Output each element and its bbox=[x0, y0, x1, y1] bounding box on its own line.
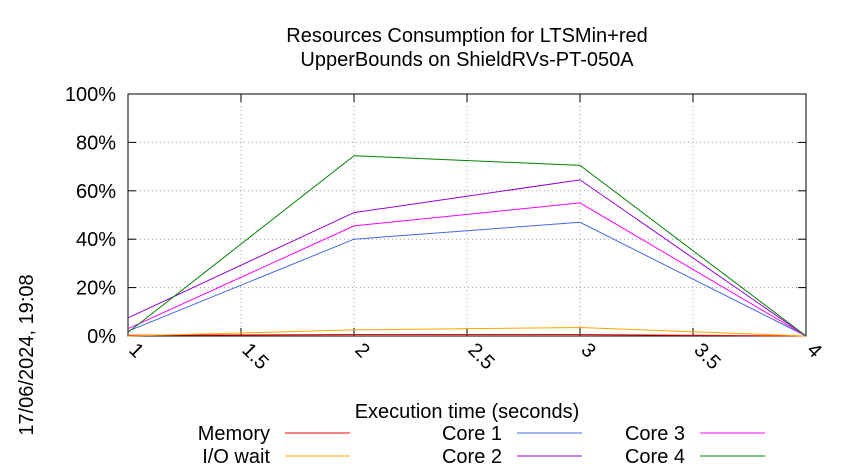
series-line-core-3 bbox=[127, 202, 807, 337]
x-tick-label: 3.5 bbox=[689, 339, 724, 374]
x-tick-label: 1.5 bbox=[237, 339, 272, 374]
x-tick-label: 1 bbox=[124, 339, 147, 362]
series-line-memory bbox=[127, 334, 807, 337]
series-line-i-o-wait bbox=[127, 326, 807, 337]
y-tick-label: 100% bbox=[65, 84, 116, 106]
x-tick-label: 3 bbox=[576, 339, 599, 362]
y-tick-label: 0% bbox=[87, 326, 116, 348]
series-line-core-2 bbox=[127, 179, 807, 337]
y-tick-label: 60% bbox=[76, 181, 116, 203]
legend-label-core-1: Core 1 bbox=[442, 423, 502, 445]
x-axis-ticks: 1 1.5 2 2.5 3 3.5 4 bbox=[124, 94, 826, 374]
legend-label-core-3: Core 3 bbox=[625, 423, 685, 445]
series-line-core-1 bbox=[127, 221, 807, 337]
series-line-core-4 bbox=[127, 155, 807, 337]
x-tick-label: 4 bbox=[802, 339, 825, 362]
y-tick-label: 40% bbox=[76, 229, 116, 251]
y-tick-label: 20% bbox=[76, 278, 116, 300]
x-tick-label: 2.5 bbox=[463, 339, 498, 374]
legend-label-core-4: Core 4 bbox=[625, 446, 685, 468]
y-axis-ticks: 0% 20% 40% 60% 80% 100% bbox=[65, 84, 806, 348]
timestamp-label: 17/06/2024, 19:08 bbox=[16, 274, 38, 435]
series-lines bbox=[127, 155, 807, 337]
x-tick-label: 2 bbox=[350, 339, 373, 362]
legend-label-core-2: Core 2 bbox=[442, 446, 502, 468]
legend-label-i-o-wait: I/O wait bbox=[202, 446, 270, 468]
legend-label-memory: Memory bbox=[198, 423, 270, 445]
grid bbox=[128, 94, 806, 336]
x-axis-label: Execution time (seconds) bbox=[355, 401, 580, 423]
chart-title-line-2: UpperBounds on ShieldRVs-PT-050A bbox=[300, 49, 634, 71]
chart-title-line-1: Resources Consumption for LTSMin+red bbox=[286, 25, 647, 47]
y-tick-label: 80% bbox=[76, 132, 116, 154]
